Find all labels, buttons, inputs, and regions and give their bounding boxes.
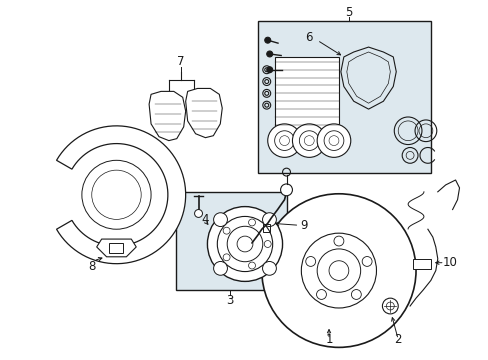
Circle shape — [81, 160, 151, 229]
Text: 9: 9 — [300, 219, 307, 232]
Circle shape — [382, 298, 397, 314]
Circle shape — [262, 261, 276, 275]
Polygon shape — [57, 126, 185, 264]
Polygon shape — [149, 91, 185, 141]
Circle shape — [280, 184, 292, 196]
Circle shape — [292, 124, 325, 157]
Circle shape — [261, 194, 415, 347]
Text: 4: 4 — [201, 213, 209, 226]
Circle shape — [264, 37, 270, 43]
Circle shape — [267, 124, 301, 157]
Text: 5: 5 — [345, 6, 352, 19]
Circle shape — [266, 67, 272, 73]
Circle shape — [266, 51, 272, 57]
Text: 3: 3 — [226, 294, 233, 307]
Circle shape — [213, 261, 227, 275]
Text: 8: 8 — [88, 260, 95, 273]
Text: 7: 7 — [177, 55, 184, 68]
Bar — [175, 192, 286, 290]
Circle shape — [262, 213, 276, 226]
Bar — [257, 21, 430, 173]
Bar — [412, 259, 430, 269]
Text: 6: 6 — [305, 31, 312, 44]
Polygon shape — [185, 89, 222, 138]
Circle shape — [213, 213, 227, 226]
Circle shape — [194, 210, 202, 217]
Text: 1: 1 — [325, 333, 332, 346]
Text: 2: 2 — [394, 333, 401, 346]
Circle shape — [317, 124, 350, 157]
Bar — [274, 57, 338, 131]
Text: 10: 10 — [441, 256, 456, 269]
Bar — [108, 243, 123, 253]
Circle shape — [207, 207, 282, 282]
Polygon shape — [97, 239, 136, 257]
